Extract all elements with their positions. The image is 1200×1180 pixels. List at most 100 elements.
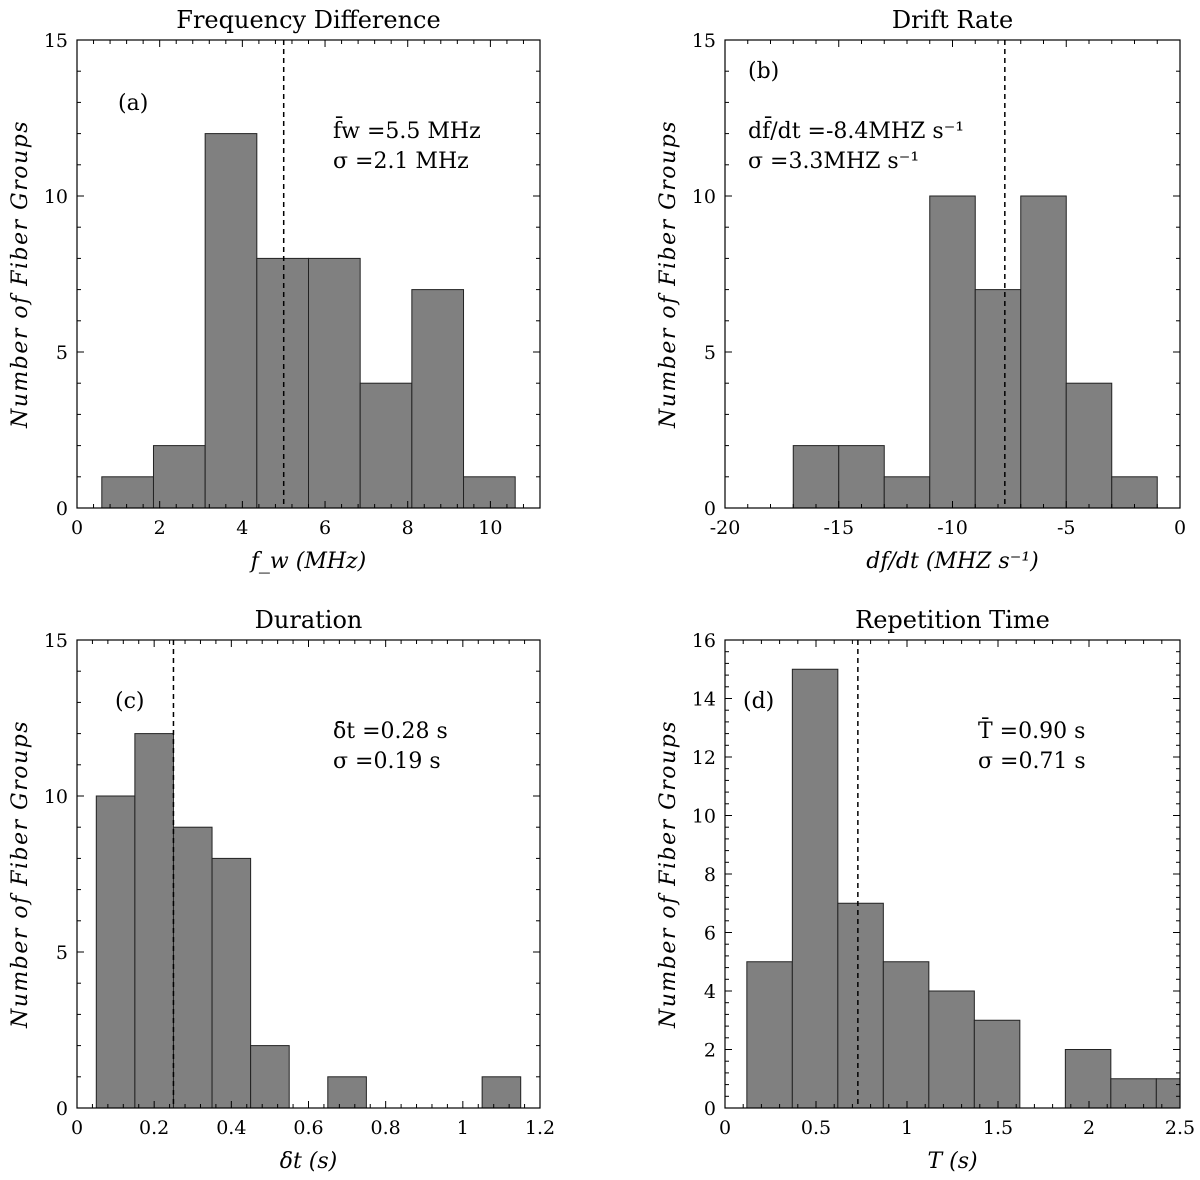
x-tick-label: 6 xyxy=(319,517,331,539)
stats-annotation: df̄/dt =-8.4MHZ s⁻¹ xyxy=(748,116,964,144)
x-tick-label: 0.8 xyxy=(371,1117,401,1139)
panel-label: (c) xyxy=(115,689,145,714)
y-tick-label: 5 xyxy=(704,342,716,364)
stats-annotation: f̄w =5.5 MHz xyxy=(333,116,481,144)
histogram-bar xyxy=(929,195,976,509)
y-tick-label: 0 xyxy=(704,498,716,520)
x-tick-label: 1 xyxy=(457,1117,469,1139)
y-axis-label: Number of Fiber Groups xyxy=(8,720,33,1029)
x-tick-label: 1.5 xyxy=(983,1117,1013,1139)
x-tick-label: 2 xyxy=(154,517,166,539)
x-tick-label: 1 xyxy=(901,1117,913,1139)
x-tick-label: 0 xyxy=(71,1117,83,1139)
y-tick-label: 10 xyxy=(692,806,716,828)
y-tick-label: 15 xyxy=(692,30,716,52)
x-tick-label: 0 xyxy=(71,517,83,539)
panel-label: (d) xyxy=(743,689,774,714)
x-tick-label: 10 xyxy=(478,517,502,539)
chart-title: Repetition Time xyxy=(855,606,1050,634)
y-tick-label: 12 xyxy=(692,747,716,769)
histogram-bar xyxy=(250,1045,290,1109)
histogram-bar xyxy=(152,445,206,509)
histogram-bar xyxy=(928,990,975,1109)
stats-annotation: σ =3.3MHZ s⁻¹ xyxy=(748,149,919,174)
chart-panel-2: -20 -15 -10 -5 0 0 5 10 15 Drift Rate df/dt (MHZ s… xyxy=(656,6,1186,574)
y-tick-label: 5 xyxy=(56,342,68,364)
y-tick-label: 0 xyxy=(56,498,68,520)
x-tick-label: 0 xyxy=(1174,517,1186,539)
y-tick-label: 10 xyxy=(692,186,716,208)
histogram-bar xyxy=(974,289,1022,509)
x-tick-label: 8 xyxy=(402,517,414,539)
histogram-bar xyxy=(1155,1078,1181,1109)
y-tick-label: 16 xyxy=(692,630,716,652)
x-tick-label: -5 xyxy=(1057,517,1076,539)
histogram-bar xyxy=(327,1076,367,1109)
y-tick-label: 2 xyxy=(704,1040,716,1062)
x-axis-label: T (s) xyxy=(927,1149,977,1174)
x-axis-label: df/dt (MHZ s⁻¹) xyxy=(866,549,1038,574)
chart-title: Drift Rate xyxy=(892,6,1013,34)
y-axis-label: Number of Fiber Groups xyxy=(8,120,33,429)
y-tick-label: 15 xyxy=(44,30,68,52)
x-tick-label: 2 xyxy=(1083,1117,1095,1139)
histogram-bar xyxy=(883,476,931,509)
x-axis-label: f_w (MHz) xyxy=(249,549,366,574)
chart-title: Frequency Difference xyxy=(176,6,440,34)
histogram-bar xyxy=(172,826,213,1109)
chart-panel-1: 0 2 4 6 8 10 0 5 10 15 Frequency Difference f_w (MH… xyxy=(8,6,541,574)
histogram-bar xyxy=(204,133,258,509)
y-tick-label: 6 xyxy=(704,923,716,945)
y-axis-label: Number of Fiber Groups xyxy=(656,720,681,1029)
histogram-bar xyxy=(411,289,465,509)
histogram-bar xyxy=(101,476,154,509)
panel-label: (a) xyxy=(118,91,148,116)
histogram-bar xyxy=(838,445,885,509)
stats-annotation: σ =0.19 s xyxy=(333,749,441,774)
x-tick-label: -10 xyxy=(937,517,968,539)
histogram-bar xyxy=(308,257,361,509)
y-tick-label: 14 xyxy=(692,689,716,711)
panel-label: (b) xyxy=(748,59,779,84)
histogram-bar xyxy=(973,1019,1021,1109)
histogram-bar xyxy=(837,902,884,1109)
histogram-bar xyxy=(792,445,840,509)
histogram-bar xyxy=(95,795,136,1109)
histogram-bar xyxy=(1064,1049,1112,1109)
y-axis-label: Number of Fiber Groups xyxy=(656,120,681,429)
y-tick-label: 10 xyxy=(44,786,68,808)
x-tick-label: -20 xyxy=(710,517,741,539)
y-tick-label: 0 xyxy=(704,1098,716,1120)
histogram-bar xyxy=(211,857,252,1109)
histogram-bar xyxy=(463,476,516,509)
x-tick-label: 0 xyxy=(719,1117,731,1139)
y-tick-label: 10 xyxy=(44,186,68,208)
x-tick-label: 2.5 xyxy=(1165,1117,1195,1139)
x-tick-label: 0.5 xyxy=(801,1117,831,1139)
histogram-bar xyxy=(746,961,793,1109)
x-tick-label: 0.2 xyxy=(139,1117,169,1139)
histogram-bar xyxy=(359,382,413,509)
histogram-bar xyxy=(882,961,930,1109)
histogram-bar xyxy=(256,257,310,509)
x-tick-label: 4 xyxy=(236,517,248,539)
stats-annotation: δ̄t =0.28 s xyxy=(333,719,448,744)
chart-title: Duration xyxy=(255,606,363,634)
y-tick-label: 15 xyxy=(44,630,68,652)
x-tick-label: 0.4 xyxy=(216,1117,246,1139)
chart-panel-4: 0 0.5 1 1.5 2 2.5 0 2 4 6 8 10 12 14 16 Repetition Time… xyxy=(656,606,1195,1174)
chart-panel-3: 0 0.2 0.4 0.6 0.8 1 1.2 0 5 10 15 Duration δt (s) Num… xyxy=(8,606,555,1174)
y-tick-label: 8 xyxy=(704,864,716,886)
histogram-bar xyxy=(1020,195,1067,509)
y-tick-label: 4 xyxy=(704,981,716,1003)
histogram-bar xyxy=(1111,476,1158,509)
histogram-bar xyxy=(1065,382,1113,509)
x-tick-label: 0.6 xyxy=(293,1117,323,1139)
x-axis-label: δt (s) xyxy=(280,1149,338,1174)
histogram-bar xyxy=(481,1076,522,1109)
histogram-bar xyxy=(1110,1078,1157,1109)
y-tick-label: 5 xyxy=(56,942,68,964)
stats-annotation: σ =2.1 MHz xyxy=(333,149,469,174)
y-tick-label: 0 xyxy=(56,1098,68,1120)
